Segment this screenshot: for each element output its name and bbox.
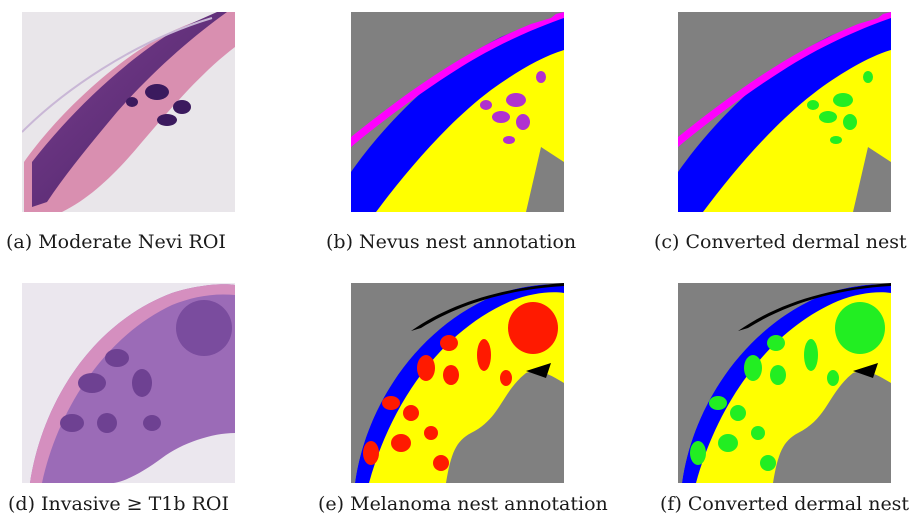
panel-b-nevus-annotation-image — [351, 12, 564, 212]
caption-e: (e) Melanoma nest annotation — [318, 493, 608, 515]
caption-d: (d) Invasive ≥ T1b ROI — [8, 493, 229, 515]
panel-c-converted-nest-image — [678, 12, 891, 212]
panel-e-melanoma-annotation-image — [351, 283, 564, 483]
panel-a-nevi-roi-image — [22, 12, 235, 212]
caption-b: (b) Nevus nest annotation — [326, 231, 577, 253]
caption-a: (a) Moderate Nevi ROI — [6, 231, 226, 253]
caption-c: (c) Converted dermal nest — [654, 231, 907, 253]
panel-d-invasive-roi-image — [22, 283, 235, 483]
panel-f-converted-nest-image — [678, 283, 891, 483]
caption-f: (f) Converted dermal nest — [660, 493, 910, 515]
